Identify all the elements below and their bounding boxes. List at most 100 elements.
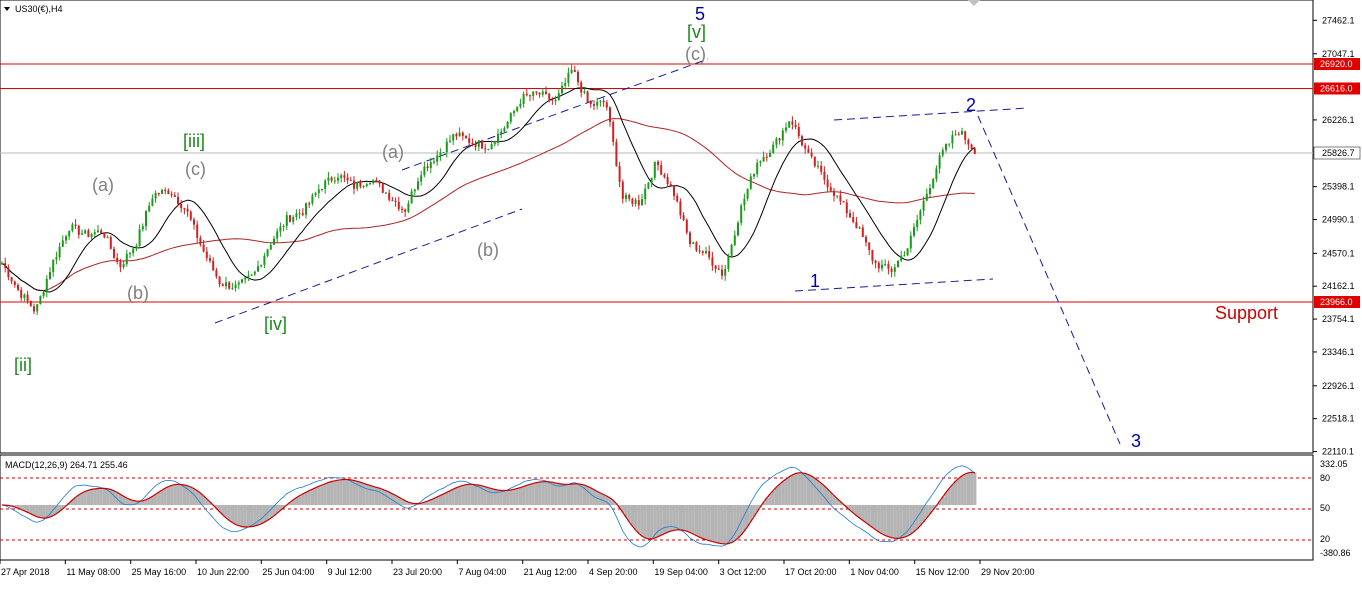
macd-bar-133 xyxy=(426,501,430,505)
macd-bar-209 xyxy=(669,504,673,532)
time-tick-label-8: 21 Aug 12:00 xyxy=(524,567,577,577)
macd-bar-131 xyxy=(419,503,423,505)
candle-body-290 xyxy=(929,188,931,194)
candle-body-175 xyxy=(561,85,563,94)
macd-bar-218 xyxy=(698,504,702,538)
candle-body-106 xyxy=(340,175,343,178)
candle-body-34 xyxy=(109,237,112,249)
levels-layer: 26920.0 26616.0 23966.0 xyxy=(0,58,1360,308)
candle-body-37 xyxy=(119,261,122,268)
candle-body-152 xyxy=(487,148,490,150)
level-marker-0 xyxy=(1314,58,1360,70)
candle-body-50 xyxy=(161,190,163,194)
macd-bar-258 xyxy=(826,489,830,505)
candle-body-65 xyxy=(209,258,211,261)
macd-bar-118 xyxy=(378,488,382,505)
candle-body-88 xyxy=(282,225,285,227)
candle-body-165 xyxy=(529,95,531,97)
candle-body-169 xyxy=(541,91,544,95)
macd-bar-173 xyxy=(554,482,558,505)
candle-body-127 xyxy=(407,203,410,212)
candle-body-43 xyxy=(138,229,141,247)
candle-body-257 xyxy=(823,171,826,180)
candle-body-302 xyxy=(967,139,970,145)
macd-bar-99 xyxy=(317,486,321,505)
macd-bar-35 xyxy=(112,490,116,505)
candle-body-110 xyxy=(353,180,355,189)
current-price-label: 25826.7 xyxy=(1322,148,1355,158)
chart-shift-marker[interactable] xyxy=(968,0,980,6)
macd-bar-69 xyxy=(221,504,225,515)
candle-body-144 xyxy=(461,132,464,136)
macd-bar-38 xyxy=(122,496,126,505)
candle-body-172 xyxy=(551,99,554,101)
candle-body-136 xyxy=(436,155,439,162)
candle-body-57 xyxy=(183,208,186,210)
macd-bar-124 xyxy=(397,497,401,505)
candle-body-102 xyxy=(327,177,330,181)
price-tick-label-2: 26226.1 xyxy=(1322,115,1355,125)
macd-bar-46 xyxy=(147,498,151,505)
candle-body-238 xyxy=(762,156,765,162)
candle-body-61 xyxy=(196,224,199,238)
macd-bar-200 xyxy=(640,504,644,537)
macd-bar-90 xyxy=(288,502,292,505)
macd-bar-266 xyxy=(851,504,855,513)
macd-scale-label-0: 332.05 xyxy=(1320,459,1348,469)
macd-bar-64 xyxy=(205,498,209,505)
candle-body-66 xyxy=(212,260,215,271)
candle-body-73 xyxy=(234,284,237,289)
macd-bar-23 xyxy=(74,497,78,505)
macd-bar-300 xyxy=(960,475,964,505)
macd-bar-211 xyxy=(675,504,679,530)
candle-body-293 xyxy=(938,155,941,169)
macd-bar-98 xyxy=(314,487,318,505)
candle-body-304 xyxy=(973,148,976,154)
macd-bar-257 xyxy=(822,486,826,505)
macd-bar-129 xyxy=(413,503,417,505)
macd-bar-148 xyxy=(474,484,478,505)
candle-body-167 xyxy=(535,91,538,93)
candle-body-224 xyxy=(717,268,720,270)
candle-body-125 xyxy=(401,208,403,210)
symbol-dropdown-icon[interactable] xyxy=(4,7,10,11)
candle-body-94 xyxy=(301,213,304,215)
candle-body-108 xyxy=(346,177,349,181)
macd-bar-13 xyxy=(42,504,46,519)
macd-bar-102 xyxy=(326,482,330,505)
candle-body-97 xyxy=(311,195,314,204)
candle-body-86 xyxy=(276,231,279,239)
candle-body-287 xyxy=(919,210,922,220)
candle-body-204 xyxy=(653,161,656,178)
macd-bar-219 xyxy=(701,504,705,539)
wave-label-4: (c) xyxy=(185,159,206,179)
candle-body-15 xyxy=(49,272,51,279)
macd-bar-223 xyxy=(714,504,718,543)
macd-bar-117 xyxy=(374,487,378,505)
macd-bar-107 xyxy=(342,479,346,505)
macd-bar-31 xyxy=(99,488,103,505)
price-tick-label-6: 24162.1 xyxy=(1322,281,1355,291)
candle-body-46 xyxy=(148,205,151,212)
candle-body-126 xyxy=(404,209,407,212)
macd-bar-240 xyxy=(768,494,772,505)
candle-body-114 xyxy=(365,184,368,187)
candle-body-158 xyxy=(506,121,509,129)
macd-bar-93 xyxy=(298,495,302,505)
macd-bar-226 xyxy=(723,504,727,545)
macd-bar-236 xyxy=(755,504,759,512)
candle-body-242 xyxy=(775,138,778,145)
macd-bar-166 xyxy=(531,483,535,505)
level-label-2: 23966.0 xyxy=(1320,297,1353,307)
macd-bar-152 xyxy=(486,487,490,505)
wave-labels-layer: [ii] (a) (b) [iii] (c) [iv] (a) (b) 5[v] (c) 1 2 3 xyxy=(14,4,1141,451)
macd-bar-154 xyxy=(493,489,497,505)
candle-body-265 xyxy=(849,213,851,218)
candle-body-159 xyxy=(509,113,512,122)
candle-body-55 xyxy=(177,196,179,205)
macd-bar-289 xyxy=(925,504,929,519)
macd-bar-44 xyxy=(141,500,145,505)
candle-body-145 xyxy=(465,135,467,139)
time-tick-label-6: 23 Jul 20:00 xyxy=(393,567,442,577)
macd-bar-176 xyxy=(563,484,567,505)
